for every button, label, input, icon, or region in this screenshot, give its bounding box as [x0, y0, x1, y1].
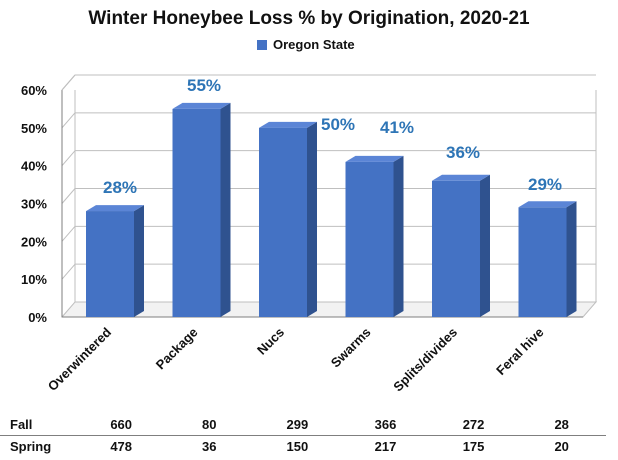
gridline-diagonal	[61, 188, 76, 204]
x-tick-label: Nucs	[254, 325, 287, 358]
table-cell: 28	[517, 414, 606, 436]
data-label: 50%	[321, 115, 355, 134]
table-cell: 272	[429, 414, 518, 436]
bar-side	[220, 102, 231, 318]
bar-side	[480, 174, 490, 317]
bar-chart: 0% 10% 20% 30% 40% 50% 60% Overwintered Package N…	[21, 74, 598, 395]
gridline-diagonal	[61, 112, 76, 129]
legend-swatch	[257, 39, 267, 50]
y-tick-label: 0%	[28, 310, 47, 325]
bar-top	[86, 205, 144, 212]
table-cell: 660	[77, 414, 166, 436]
gridline-diagonal	[61, 150, 76, 166]
bar	[172, 108, 221, 318]
bar	[432, 180, 480, 317]
y-tick-label: 20%	[21, 234, 47, 249]
x-tick-label: Splits/divides	[390, 325, 460, 395]
row-label: Fall	[0, 414, 78, 436]
data-label: 28%	[103, 178, 137, 197]
x-tick-label: Overwintered	[45, 324, 114, 393]
bar	[259, 127, 307, 317]
data-label: 36%	[446, 143, 480, 162]
y-tick-label: 10%	[21, 272, 47, 287]
y-tick-label: 30%	[21, 197, 47, 212]
gridline-diagonal	[61, 226, 76, 242]
y-axis-top	[61, 74, 76, 91]
table-cell: 36	[202, 439, 217, 454]
legend-label: Oregon State	[273, 37, 355, 52]
counts-table: Fall 660 80 299 366 272 28 Spring 478 36…	[0, 414, 606, 457]
data-label: 55%	[187, 76, 221, 95]
table-row-fall: Fall 660 80 299 366 272 28	[0, 414, 606, 436]
table-cell: 299	[253, 414, 342, 436]
table-cell: 366	[341, 414, 430, 436]
table-cell: 20	[554, 439, 569, 454]
y-tick-label: 40%	[21, 159, 47, 174]
x-tick-label: Swarms	[328, 325, 374, 371]
y-tick-label: 50%	[21, 121, 47, 136]
table-cell: 80	[165, 414, 254, 436]
table-cell: 175	[462, 439, 485, 454]
bar-top	[345, 155, 404, 162]
bar	[518, 207, 567, 317]
table-cell: 478	[110, 439, 133, 454]
bar-side	[393, 155, 404, 317]
table-cell: 217	[374, 439, 397, 454]
table-cell: 150	[286, 439, 309, 454]
legend: Oregon State	[257, 37, 355, 52]
bar-top	[432, 174, 490, 181]
row-label: Spring	[10, 439, 52, 454]
data-label: 29%	[528, 175, 562, 194]
bar	[86, 211, 134, 317]
bar-side	[566, 201, 577, 317]
bar-side	[134, 205, 144, 317]
bar-top	[518, 201, 577, 208]
x-tick-label: Feral hive	[493, 325, 547, 379]
y-tick-label: 60%	[21, 83, 47, 98]
bar-side	[307, 121, 317, 317]
x-tick-label: Package	[153, 325, 201, 373]
gridline-diagonal	[61, 263, 76, 280]
data-label: 41%	[380, 118, 414, 137]
bar	[345, 161, 394, 317]
chart-title: Winter Honeybee Loss % by Origination, 2…	[88, 8, 530, 29]
bar-top	[172, 102, 231, 109]
bar-top	[259, 121, 317, 128]
table-row-spring: Spring 478 36 150 217 175 20	[0, 436, 606, 458]
